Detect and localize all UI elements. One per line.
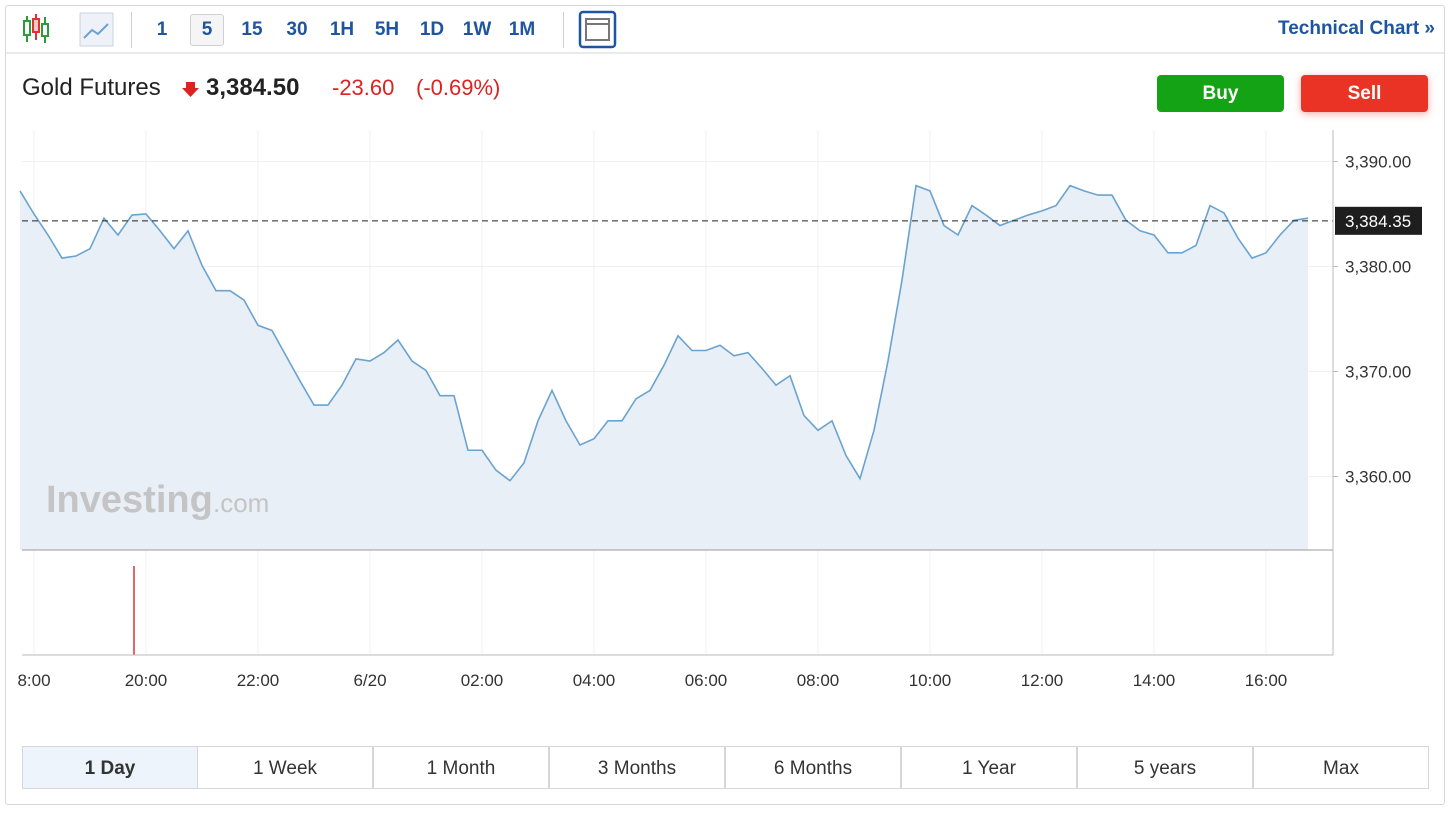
technical-chart-link[interactable]: Technical Chart » [1278,18,1435,39]
x-tick-label: 06:00 [685,671,728,690]
range-button[interactable]: 1 Week [197,746,373,789]
axes: 3,360.00 3,370.00 3,380.00 3,390.00 8:00 20:0… [17,153,1422,690]
range-button[interactable]: 5 years [1077,746,1253,789]
buy-button[interactable]: Buy [1157,75,1284,112]
x-tick-label: 16:00 [1245,671,1288,690]
interval-button[interactable]: 5H [374,19,400,40]
candle-icon[interactable] [23,14,49,43]
interval-button[interactable]: 15 [241,19,263,40]
y-tick-label: 3,380.00 [1345,258,1411,277]
change-percent: (-0.69%) [416,75,501,100]
down-arrow [182,82,199,97]
area [20,185,1308,550]
y-tick-label: 3,360.00 [1345,468,1411,487]
x-tick-label: 12:00 [1021,671,1064,690]
separator [563,12,564,48]
range-button[interactable]: 1 Year [901,746,1077,789]
x-tick-label: 02:00 [461,671,504,690]
interval-button[interactable]: 1 [156,19,168,40]
range-button[interactable]: 6 Months [725,746,901,789]
range-button[interactable]: 1 Day [22,746,198,789]
instrument-name: Gold Futures [22,74,161,101]
x-tick-label: 08:00 [797,671,840,690]
last-price-box [1335,206,1422,235]
x-tick-label: 22:00 [237,671,280,690]
x-tick-label: 6/20 [353,671,386,690]
price: 3,384.50 [206,74,300,101]
interval-button[interactable]: 30 [286,19,308,40]
y-tick-label: 3,370.00 [1345,363,1411,382]
range-button[interactable]: Max [1253,746,1429,789]
plot [19,184,1333,550]
x-tick-label: 8:00 [17,671,50,690]
x-tick-label: 10:00 [909,671,952,690]
watermark: .com [213,488,269,518]
y-tick-label: 3,390.00 [1345,153,1411,172]
range-button[interactable]: 3 Months [549,746,725,789]
interval-button[interactable]: 1D [419,19,445,40]
interval-button[interactable]: 5 [190,14,224,46]
layout-icon[interactable] [578,10,617,49]
separator [131,12,132,48]
x-tick-label: 04:00 [573,671,616,690]
watermark: Investing [46,479,213,521]
price-line [19,184,1309,482]
x-tick-label: 14:00 [1133,671,1176,690]
widget-border [5,5,1445,805]
interval-button[interactable]: 1W [462,19,492,40]
interval-button[interactable]: 1M [508,19,536,40]
change: -23.60 [332,75,395,100]
sell-button[interactable]: Sell [1301,75,1428,112]
x-tick-label: 20:00 [125,671,168,690]
range-button[interactable]: 1 Month [373,746,549,789]
layout-icon-glyph [585,18,610,41]
line-icon-glyph [83,23,109,39]
interval-button[interactable]: 1H [329,19,355,40]
line-icon[interactable] [79,12,114,47]
last-price-label: 3,384.35 [1345,212,1411,231]
